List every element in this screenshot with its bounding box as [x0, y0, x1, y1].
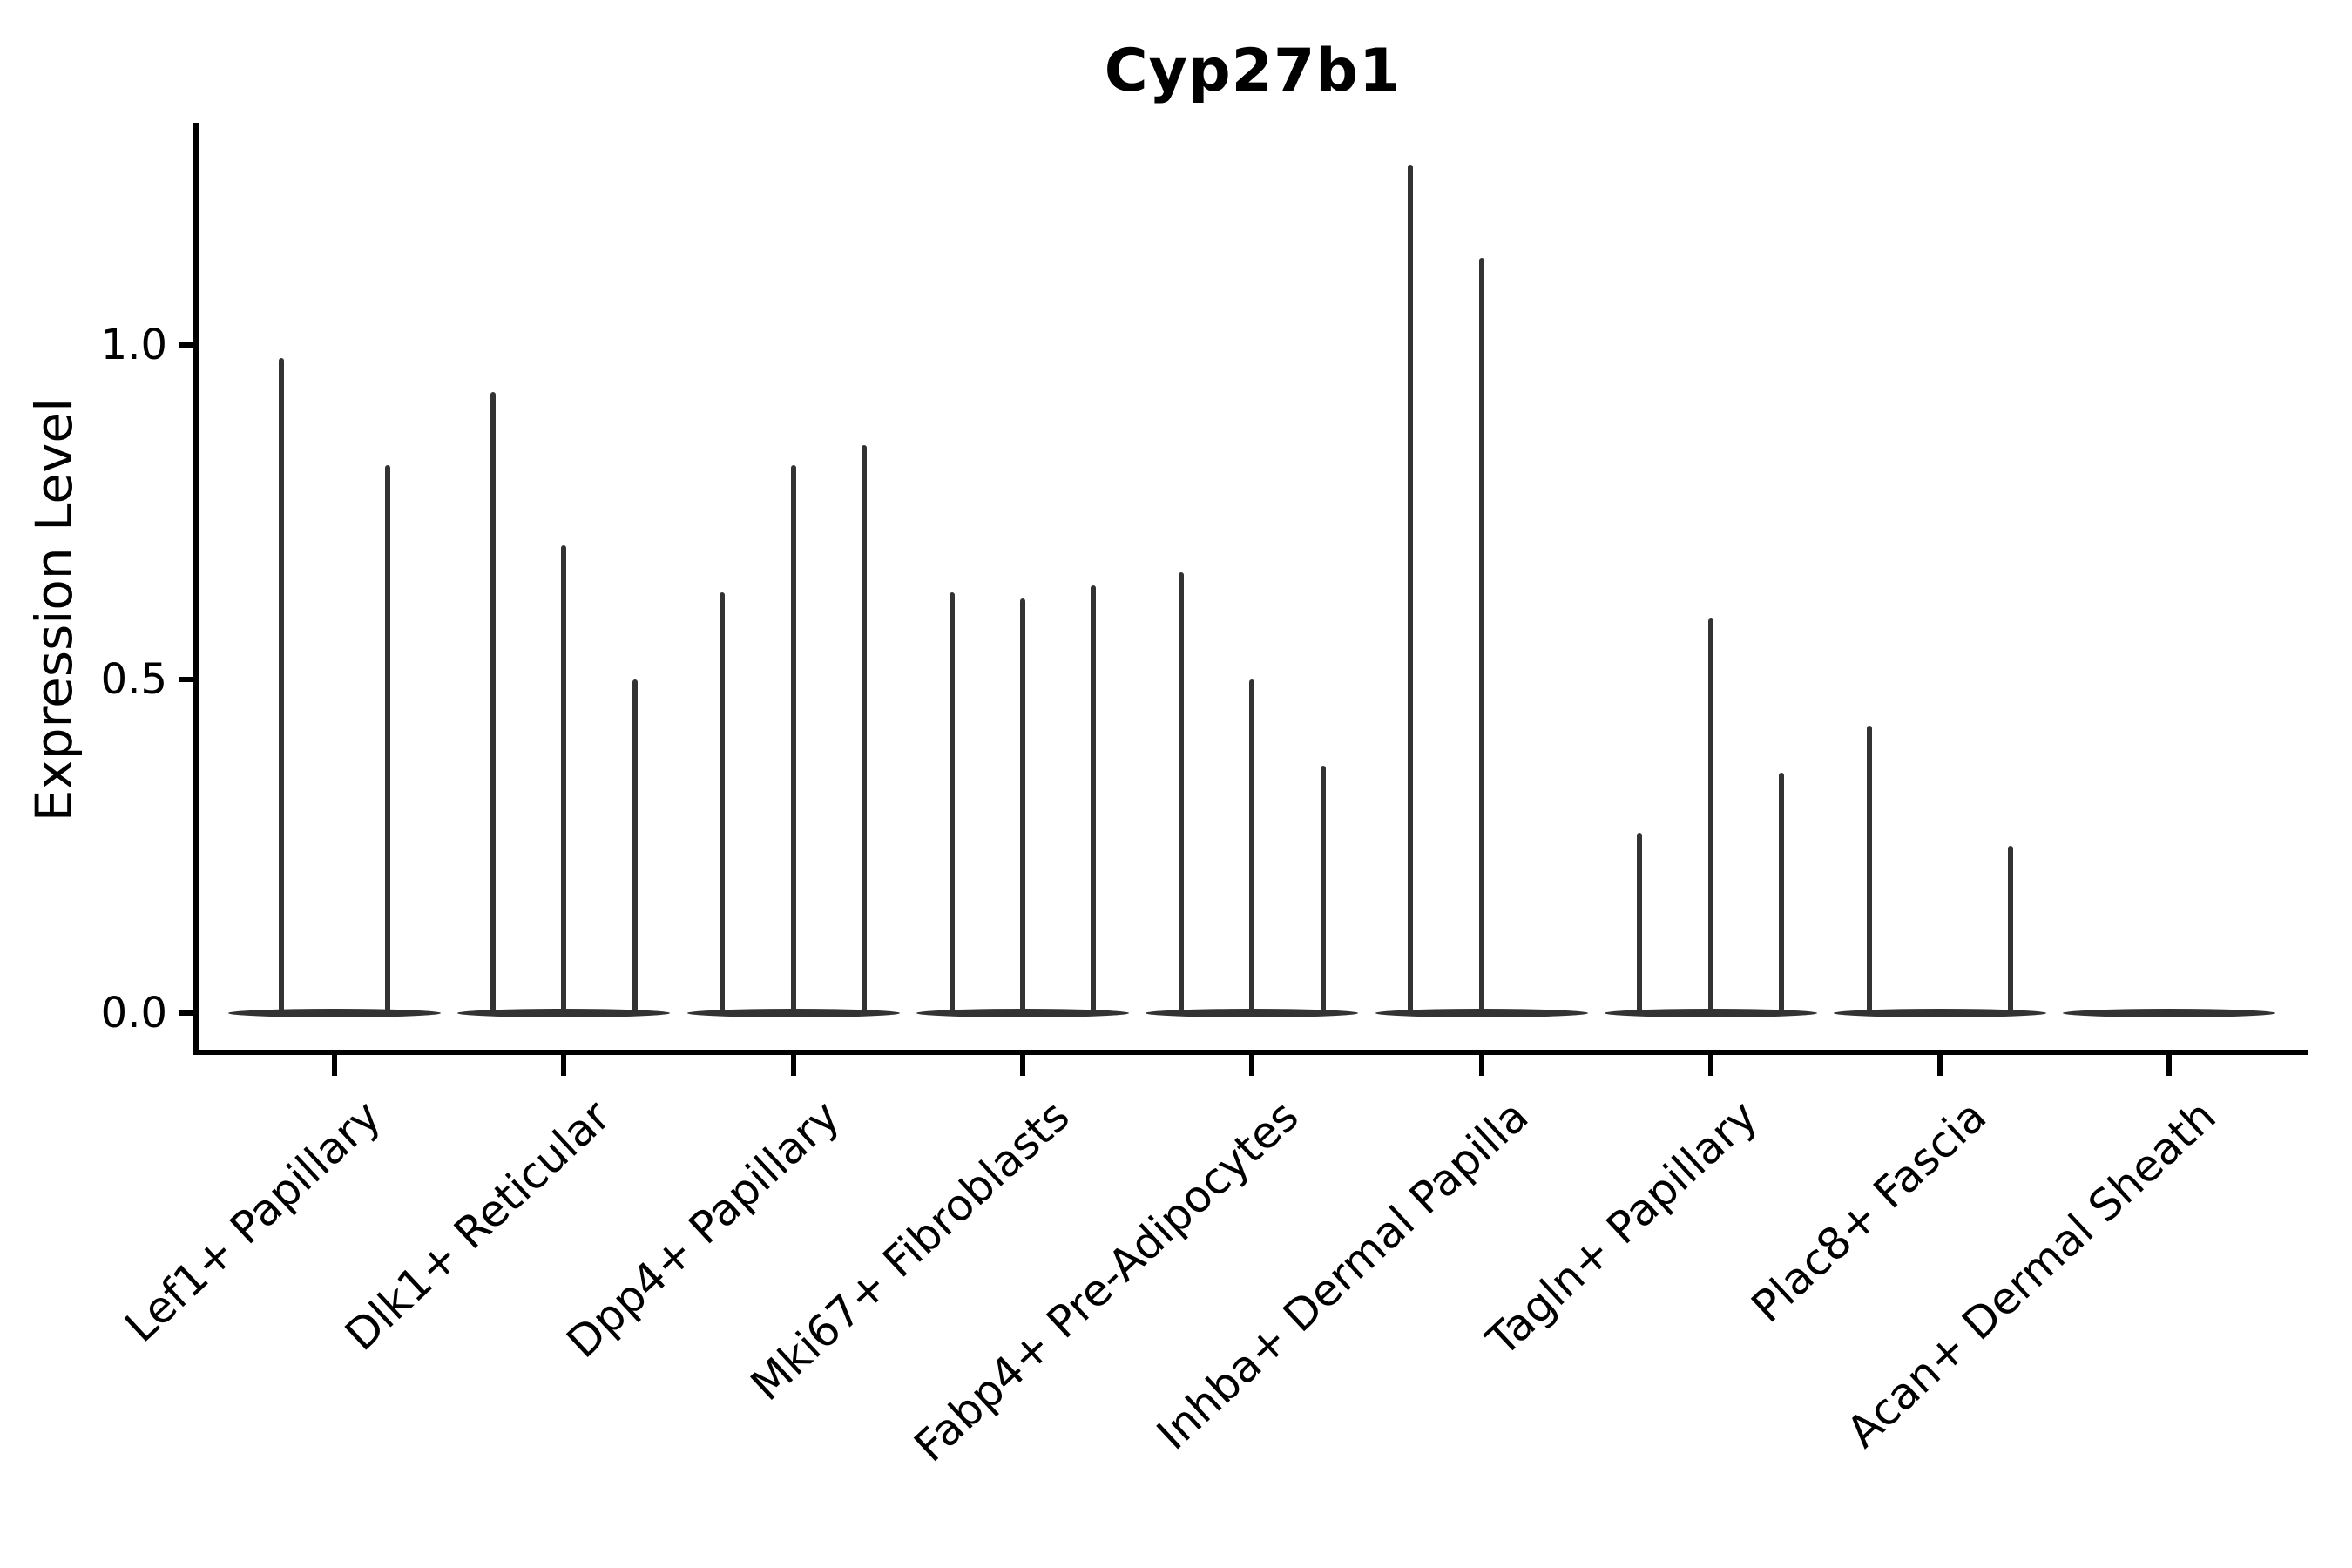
violin-baseline	[457, 1009, 671, 1017]
violin-spike	[1637, 832, 1643, 1013]
x-tick-label: Plac8+ Fascia	[1742, 1091, 1997, 1333]
violin-spike	[1866, 726, 1872, 1013]
y-tick	[179, 1010, 193, 1016]
violin-spike	[2008, 846, 2014, 1013]
violin-spike	[632, 679, 638, 1013]
x-tick-label: Fabp4+ Pre-Adipocytes	[904, 1091, 1308, 1472]
x-tick	[790, 1055, 796, 1076]
violin-baseline	[916, 1009, 1129, 1017]
violin-spike	[561, 545, 567, 1013]
x-tick	[332, 1055, 337, 1076]
violin-spike	[279, 358, 284, 1013]
violin-spike	[1019, 598, 1025, 1013]
violin-baseline	[1604, 1009, 1817, 1017]
x-tick	[2166, 1055, 2173, 1076]
y-axis-label: Expression Level	[24, 397, 84, 822]
violin-spike	[1320, 766, 1326, 1013]
violin-spike	[385, 465, 390, 1013]
violin-spike	[1091, 585, 1097, 1013]
x-tick	[1937, 1055, 1943, 1076]
violin-spike	[949, 591, 955, 1013]
y-axis-line	[193, 123, 199, 1055]
violin-spike	[1779, 772, 1785, 1013]
violin-spike	[1707, 618, 1713, 1013]
x-tick	[1249, 1055, 1255, 1076]
violin-baseline	[686, 1009, 900, 1017]
y-tick-label: 0.5	[100, 654, 167, 704]
x-tick	[1019, 1055, 1025, 1076]
y-tick	[179, 676, 193, 682]
x-axis-line	[193, 1050, 2308, 1055]
x-tick	[1707, 1055, 1713, 1076]
x-tick	[561, 1055, 567, 1076]
x-tick	[1478, 1055, 1484, 1076]
y-tick	[179, 342, 193, 348]
violin-spike	[1478, 258, 1484, 1013]
chart-title: Cyp27b1	[1104, 37, 1402, 105]
x-tick-label: Inhba+ Dermal Papilla	[1146, 1091, 1538, 1460]
violin-baseline	[1375, 1009, 1588, 1017]
violin-spike	[1249, 679, 1255, 1013]
y-tick-label: 1.0	[100, 321, 167, 369]
violin-baseline	[1146, 1009, 1359, 1017]
x-tick-label: Acan+ Dermal Sheath	[1837, 1091, 2226, 1458]
violin-spike	[1408, 164, 1414, 1013]
violin-baseline	[228, 1009, 441, 1017]
violin-spike	[1178, 571, 1184, 1013]
violin-baseline	[2063, 1009, 2276, 1017]
violin-spike	[720, 591, 726, 1013]
violin-spike	[861, 445, 867, 1013]
violin-spike	[790, 465, 796, 1013]
violin-baseline	[1834, 1009, 2047, 1017]
y-tick-label: 0.0	[100, 989, 167, 1037]
violin-spike	[490, 391, 496, 1013]
